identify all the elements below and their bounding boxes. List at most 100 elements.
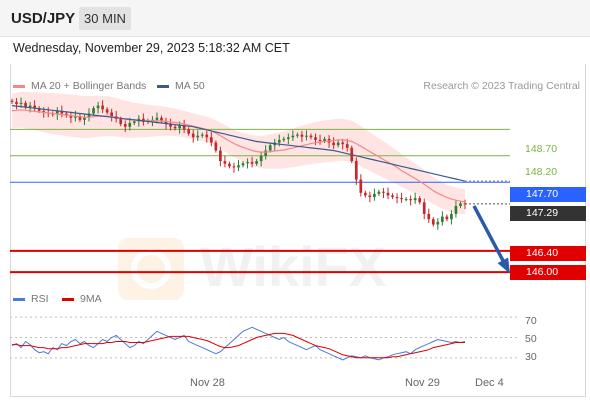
candle-body — [418, 198, 422, 203]
candle-body — [110, 112, 114, 117]
candle-body — [15, 101, 18, 104]
candle-body — [259, 155, 263, 162]
candle-body — [214, 142, 218, 151]
candle-body — [400, 198, 403, 200]
candle-body — [191, 133, 195, 138]
candle-body — [291, 135, 295, 138]
candle-body — [250, 162, 254, 164]
candle-body — [232, 166, 236, 168]
candle-body — [228, 163, 231, 167]
ma9-swatch — [62, 297, 74, 301]
candle-body — [223, 161, 227, 164]
candle-body — [427, 213, 431, 220]
ma20-swatch — [13, 84, 25, 88]
timestamp: Wednesday, November 29, 2023 5:18:32 AM … — [13, 41, 290, 55]
candle-body — [382, 191, 385, 193]
legend-ma50-label: MA 50 — [175, 80, 205, 92]
candle-body — [363, 192, 367, 196]
ma50-line — [11, 105, 466, 182]
candle-body — [87, 113, 91, 118]
ma50-swatch — [157, 84, 169, 88]
candle-body — [55, 110, 59, 115]
candle-body — [60, 110, 64, 114]
candle-body — [300, 134, 304, 137]
rsi-level-70: 70 — [525, 315, 537, 327]
candle-body — [10, 100, 14, 102]
chart-frame — [10, 64, 586, 397]
rsi-ma9-line — [12, 332, 465, 359]
candle-body — [318, 139, 322, 141]
support-2-tag: 146.00 — [510, 265, 586, 280]
candle-body — [92, 108, 95, 114]
legend-rsi: RSI — [13, 293, 49, 305]
credit-text: Research © 2023 Trading Central — [423, 80, 580, 92]
candle-body — [182, 125, 186, 130]
candle-body — [237, 165, 240, 168]
candle-body — [101, 105, 104, 110]
candle-body — [74, 116, 77, 118]
candle-body — [354, 161, 358, 180]
candle-body — [42, 110, 46, 113]
resistance-2-label: 148.70 — [525, 143, 558, 155]
candle-body — [264, 150, 268, 156]
rsi-level-50: 50 — [525, 333, 537, 345]
candle-body — [441, 216, 444, 222]
candle-body — [373, 193, 376, 198]
candle-body — [323, 138, 326, 141]
candle-body — [37, 108, 41, 111]
candle-body — [241, 163, 245, 166]
legend-ma20-label: MA 20 + Bollinger Bands — [31, 80, 147, 92]
candle-body — [19, 102, 23, 104]
candle-body — [336, 142, 340, 146]
watermark-logo: WikiFX — [118, 235, 386, 300]
candle-body — [282, 138, 286, 140]
legend-9ma-label: 9MA — [80, 293, 102, 305]
candle-body — [128, 123, 132, 127]
legend-ma20: MA 20 + Bollinger Bands — [13, 80, 146, 92]
candle-body — [205, 134, 209, 138]
candle-body — [173, 126, 177, 129]
pivot-tag: 147.70 — [510, 187, 586, 202]
candle-body — [209, 137, 213, 143]
candle-body — [33, 105, 36, 109]
candle-body — [359, 179, 363, 193]
candle-body — [160, 117, 163, 122]
legend-rsi-label: RSI — [31, 293, 49, 305]
candle-body — [296, 134, 299, 136]
candle-body — [96, 105, 100, 109]
candle-body — [409, 199, 412, 201]
candle-body — [422, 202, 426, 214]
candle-body — [132, 121, 136, 124]
candle-body — [436, 221, 440, 225]
candle-body — [105, 109, 109, 113]
candle-body — [368, 195, 372, 198]
candle-body — [391, 195, 394, 198]
candle-body — [219, 150, 222, 162]
last-price-tag: 147.29 — [510, 206, 586, 221]
date-label-dec4: Dec 4 — [475, 377, 504, 389]
candle-body — [83, 117, 86, 120]
candle-body — [386, 192, 390, 196]
candle-body — [119, 118, 123, 125]
candle-body — [200, 134, 204, 136]
candle-body — [164, 121, 168, 125]
date-label-nov29: Nov 29 — [405, 377, 440, 389]
candle-body — [187, 129, 191, 134]
candle-body — [123, 124, 127, 127]
legend-9ma: 9MA — [62, 293, 102, 305]
forecast-arrow-head — [497, 257, 510, 274]
candle-body — [463, 203, 467, 205]
candle-body — [445, 216, 449, 220]
candle-body — [28, 105, 32, 108]
candle-body — [309, 135, 313, 138]
candle-body — [305, 135, 308, 137]
candle-body — [341, 142, 345, 145]
candle-body — [286, 137, 290, 139]
candle-body — [277, 139, 281, 143]
svg-text:WikiFX: WikiFX — [200, 235, 386, 298]
timeframe-button[interactable]: 30 MIN — [79, 7, 131, 30]
candle-body — [24, 102, 27, 108]
candle-body — [345, 144, 349, 148]
resistance-1-label: 148.20 — [525, 166, 558, 178]
